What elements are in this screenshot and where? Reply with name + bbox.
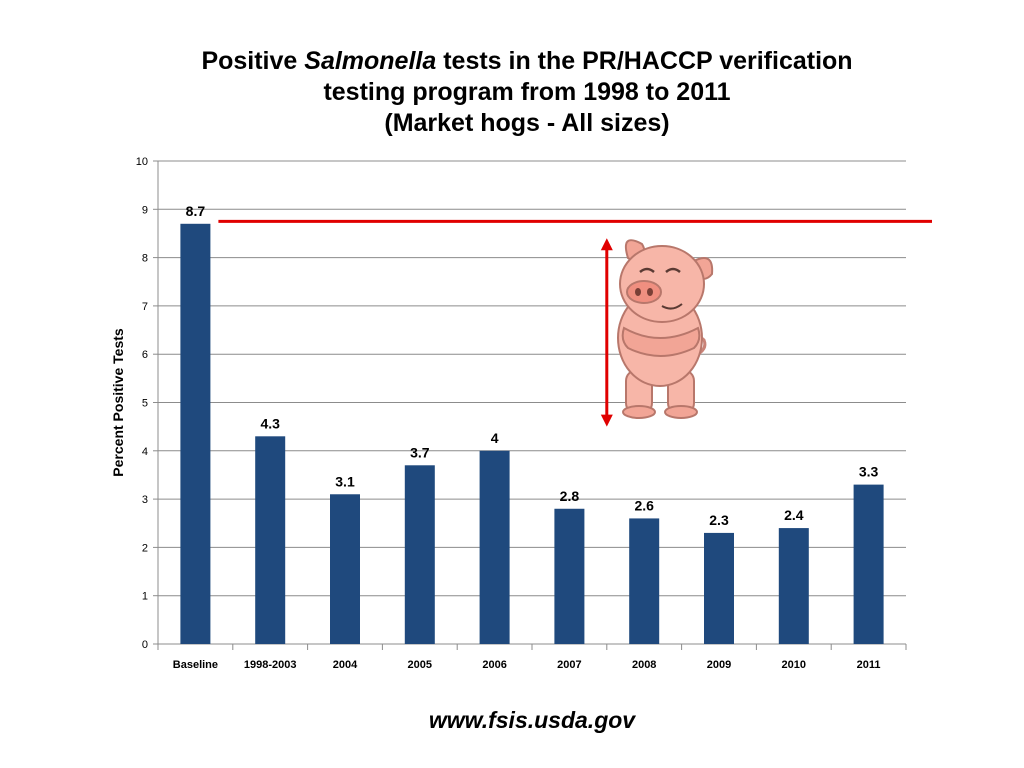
bar xyxy=(778,528,809,644)
x-tick-label: 2011 xyxy=(857,659,881,671)
bar xyxy=(404,465,435,644)
double-arrow-head-down xyxy=(600,414,613,427)
source-url: www.fsis.usda.gov xyxy=(428,707,636,733)
x-tick-label: 1998-2003 xyxy=(244,659,297,671)
bar xyxy=(255,436,286,644)
y-tick-label: 9 xyxy=(142,204,148,216)
chart-title-suffix: tests in the PR/HACCP verification xyxy=(436,47,853,75)
y-axis-title: Percent Positive Tests xyxy=(110,328,126,477)
chart-title-italic: Salmonella xyxy=(304,47,437,75)
bar xyxy=(330,494,360,644)
y-tick-label: 1 xyxy=(142,591,148,603)
y-tick-label: 4 xyxy=(142,446,148,458)
bar xyxy=(629,518,660,644)
data-label: 4 xyxy=(491,430,499,446)
y-tick-label: 3 xyxy=(142,494,148,506)
x-tick-label: 2004 xyxy=(333,659,358,671)
double-arrow-head-up xyxy=(600,238,613,251)
y-tick-label: 2 xyxy=(142,542,148,554)
x-tick-label: 2010 xyxy=(782,659,806,671)
bar xyxy=(479,450,510,644)
data-label: 2.4 xyxy=(784,507,804,523)
data-label: 2.6 xyxy=(634,497,654,513)
annotations xyxy=(218,219,932,427)
data-label: 8.7 xyxy=(186,203,206,219)
chart-title-line-3: (Market hogs - All sizes) xyxy=(384,109,670,137)
bar xyxy=(853,484,884,644)
x-tick-label: 2005 xyxy=(408,659,432,671)
data-label: 3.7 xyxy=(410,444,430,460)
bar xyxy=(554,508,585,644)
data-label: 2.8 xyxy=(560,488,580,504)
chart-title: Positive Salmonella tests in the PR/HACC… xyxy=(112,46,942,139)
cartoon-pig-illustration xyxy=(617,239,714,419)
y-tick-label: 10 xyxy=(136,156,148,168)
y-tick-label: 6 xyxy=(142,349,148,361)
chart-title-prefix: Positive xyxy=(201,47,305,75)
data-label: 3.3 xyxy=(859,464,879,480)
bar xyxy=(180,223,211,645)
y-tick-label: 5 xyxy=(142,398,148,410)
y-tick-label: 8 xyxy=(142,253,148,265)
x-tick-label: Baseline xyxy=(173,659,218,671)
x-tick-label: 2008 xyxy=(632,659,656,671)
x-tick-label: 2007 xyxy=(557,659,581,671)
chart-title-line-1: Positive Salmonella tests in the PR/HACC… xyxy=(112,46,942,77)
chart-title-line-2: testing program from 1998 to 2011 xyxy=(323,78,731,106)
data-label: 2.3 xyxy=(709,512,729,528)
data-labels: 8.7 4.3 3.1 3.7 4 2.8 2.6 2.3 2.4 3.3 xyxy=(186,203,879,528)
bar xyxy=(704,532,734,644)
data-label: 4.3 xyxy=(260,415,280,431)
axes: 0 1 2 3 4 5 6 7 8 9 10 Percent Positive Tests Baseli… xyxy=(110,156,907,671)
y-tick-label: 7 xyxy=(142,301,148,313)
x-tick-label: 2009 xyxy=(707,659,731,671)
bars xyxy=(180,223,884,645)
x-tick-label: 2006 xyxy=(482,659,506,671)
y-tick-label: 0 xyxy=(142,639,148,651)
data-label: 3.1 xyxy=(335,473,355,489)
